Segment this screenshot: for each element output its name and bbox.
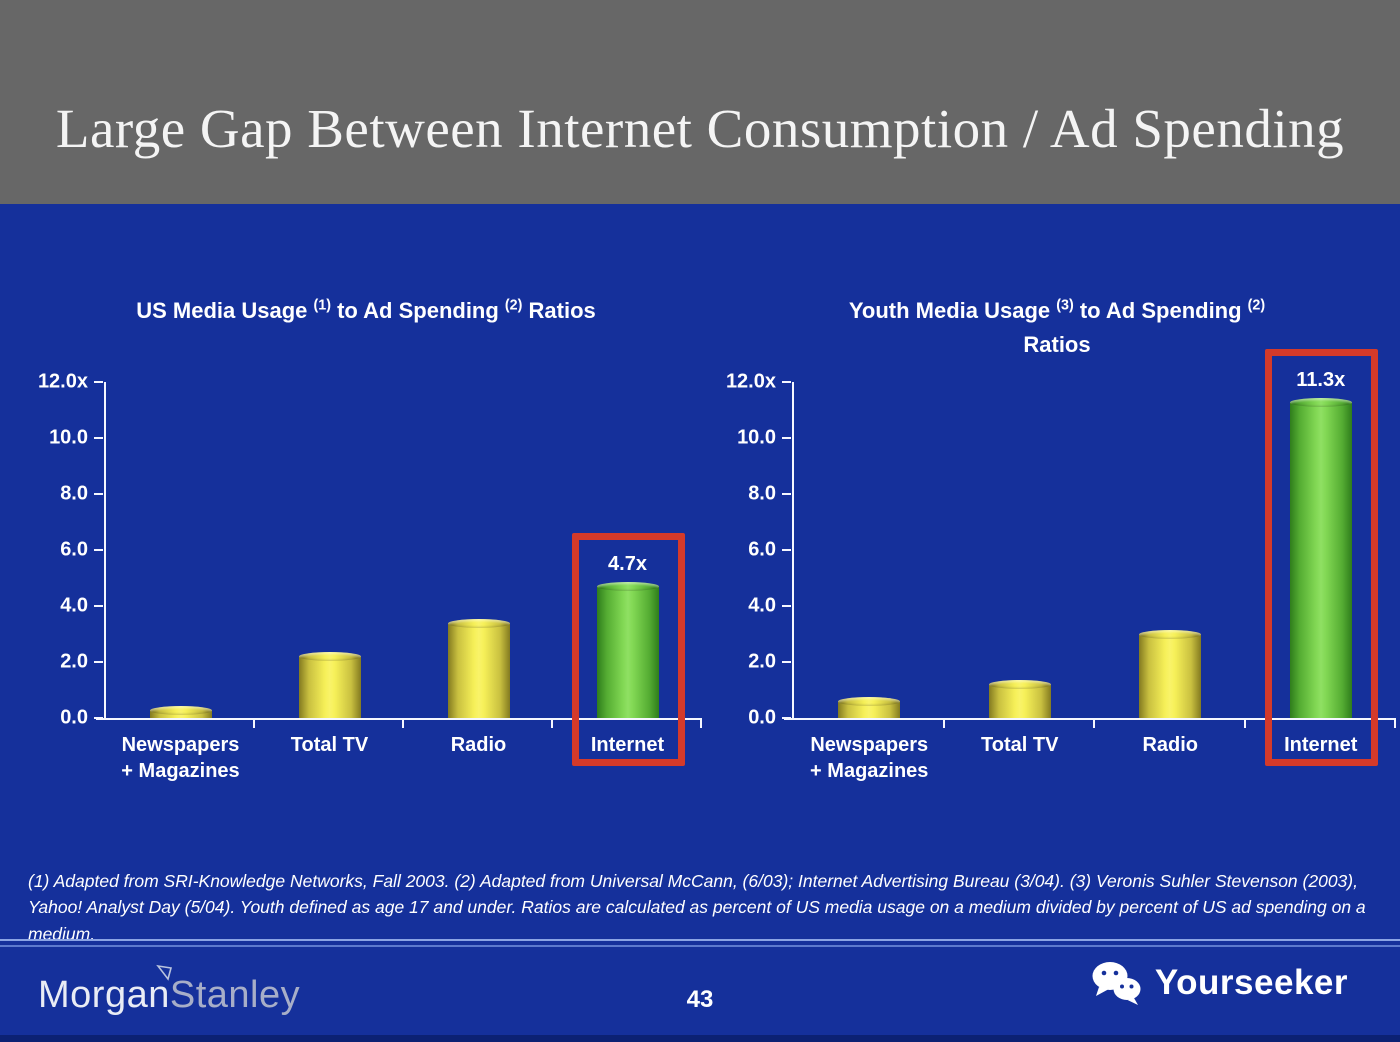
y-tick-label: 0.0 [748,706,776,729]
title-text: Ratios [522,298,596,323]
logo-text-stanley: Stanley [169,974,301,1016]
bar-radio [447,618,510,718]
wechat-icon [1092,962,1141,1005]
bar-value-label: 11.3x [1296,368,1346,391]
category-label: Internet [1231,732,1400,758]
category-label-line: Total TV [981,734,1059,756]
y-tick [94,549,103,551]
y-tick [94,661,103,663]
y-tick-label: 10.0 [737,426,776,449]
category-label: Newspapers + Magazines [779,732,959,784]
y-tick-label: 12.0x [37,370,88,393]
bar-total-tv [988,680,1051,718]
title-superscript: (2) [504,297,523,314]
bar-newspapers-magazines [149,705,212,718]
bar-newspapers-magazines [838,697,901,718]
title-superscript: (1) [313,297,331,314]
x-tick [700,720,702,728]
title-superscript: (2) [1247,297,1266,314]
chart-youth-media: 0.0 2.0 4.0 6.0 8.0 10.0 12.0x Newspapers + Maga… [718,348,1396,798]
category-label: Total TV [930,732,1110,758]
y-tick [782,661,791,663]
y-tick [782,549,791,551]
y-tick [94,381,103,383]
footnote: (1) Adapted from SRI-Knowledge Networks,… [28,871,1366,944]
page-number: 43 [686,986,714,1013]
y-axis-line [792,382,794,720]
triangle-flag-icon [156,964,173,981]
title-text: Ratios [1023,332,1091,358]
watermark-label: Yourseeker [1154,963,1348,1002]
x-tick [253,720,255,728]
x-tick [1243,720,1246,728]
x-tick [1093,720,1095,728]
y-tick-label: 6.0 [748,538,776,561]
y-tick-label: 2.0 [60,650,88,673]
category-label-line: Newspapers [121,734,240,756]
divider-line [0,939,1400,947]
y-tick-label: 12.0x [725,370,776,393]
y-tick [782,437,791,439]
x-tick [1394,720,1396,728]
category-label: Radio [1080,732,1260,758]
slide-title: Large Gap Between Internet Consumption /… [55,97,1345,159]
y-tick [94,437,103,439]
title-text: US Media Usage [136,298,314,323]
y-tick [94,717,103,719]
bar-total-tv [298,652,361,718]
title-superscript: (3) [1056,297,1074,314]
x-tick [551,720,553,728]
y-tick-label: 10.0 [49,426,88,449]
x-tick [942,720,945,728]
category-label: Total TV [240,732,420,758]
chart-us-media: 0.0 2.0 4.0 6.0 8.0 10.0 12.0x Newspapers + Maga… [30,368,702,798]
category-label-line: Internet [1284,734,1358,756]
highlight-rectangle [1264,348,1378,766]
x-tick [402,720,404,728]
chart-title-youth-media: Youth Media Usage (3) to Ad Spending (2)… [718,294,1396,362]
watermark: Yourseeker [1090,960,1348,1006]
x-axis-line [96,718,702,720]
y-tick [94,493,103,495]
y-tick-label: 2.0 [748,650,776,673]
category-label-line: Newspapers [810,734,929,756]
y-axis-line [104,382,106,720]
y-tick-label: 8.0 [60,482,88,505]
morgan-stanley-logo: MorganStanley [38,964,301,1017]
bar-value-label: 4.7x [608,553,647,576]
category-label-line: Total TV [290,734,369,756]
category-label: Internet [538,732,718,758]
x-axis-line [784,718,1396,720]
bar-internet: 4.7x [596,553,659,718]
category-label-line: Radio [1142,734,1199,756]
y-tick [782,605,791,607]
title-text: to Ad Spending [330,298,505,323]
category-label-line: + Magazines [810,760,929,782]
y-tick [782,381,791,383]
y-tick [782,493,791,495]
y-tick-label: 4.0 [60,594,88,617]
y-tick [782,717,791,719]
title-text: to Ad Spending [1073,298,1248,323]
y-tick-label: 4.0 [748,594,776,617]
logo-text-morgan: Morgan [38,974,170,1016]
title-text: Youth Media Usage [848,298,1057,323]
y-tick-label: 8.0 [748,482,776,505]
category-label: Newspapers + Magazines [91,732,271,784]
category-label-line: Internet [590,734,665,756]
category-label-line: + Magazines [121,760,240,782]
highlight-rectangle [571,533,685,766]
slide-header: Large Gap Between Internet Consumption /… [0,0,1400,204]
bar-radio [1139,630,1202,718]
y-tick-label: 0.0 [60,706,88,729]
chart-title-us-media: US Media Usage (1) to Ad Spending (2) Ra… [30,294,702,328]
y-tick [94,605,103,607]
y-tick-label: 6.0 [60,538,88,561]
category-label: Radio [389,732,569,758]
bar-internet: 11.3x [1289,369,1352,718]
bottom-strip [0,1035,1400,1042]
category-label-line: Radio [450,734,507,756]
